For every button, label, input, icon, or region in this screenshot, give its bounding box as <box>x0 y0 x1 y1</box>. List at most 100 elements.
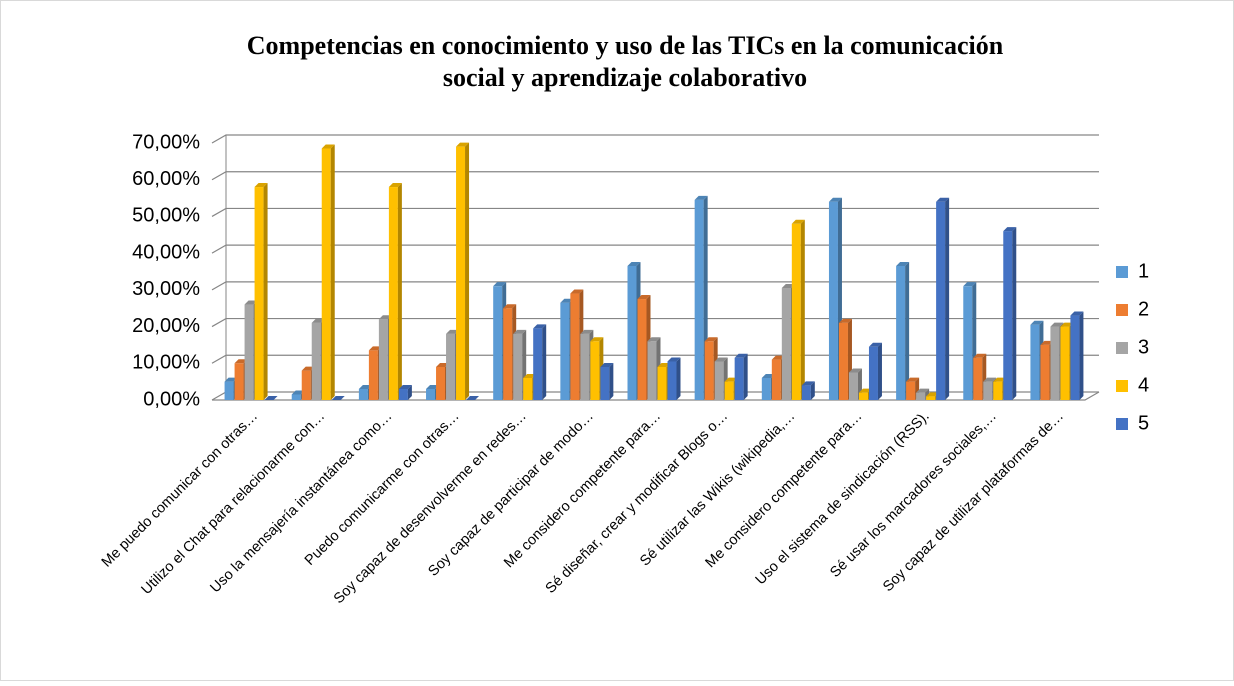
bar-top <box>1050 322 1064 327</box>
bar-side <box>905 261 910 400</box>
bar-front <box>714 361 724 400</box>
bar-front <box>936 201 946 400</box>
bar-front <box>724 381 734 400</box>
bar-top <box>590 337 604 342</box>
y-tick-label: 0,00% <box>143 388 200 410</box>
bar-front <box>993 381 1003 400</box>
bar-top <box>657 362 671 367</box>
y-tick-label: 70,00% <box>132 131 200 153</box>
bar-side <box>877 342 882 400</box>
bar-front <box>1003 231 1013 400</box>
bar-front <box>916 392 926 400</box>
bar-top <box>533 324 547 329</box>
bar <box>791 219 805 400</box>
bar-front <box>791 223 801 400</box>
bar-front <box>926 396 936 400</box>
bar <box>868 342 882 400</box>
bar-front <box>388 187 398 400</box>
legend-swatch <box>1116 304 1128 316</box>
bar-front <box>828 201 838 400</box>
bar-top <box>694 195 708 200</box>
bar-top <box>838 318 852 323</box>
legend-label: 4 <box>1138 374 1149 396</box>
bar-front <box>973 357 983 400</box>
bar-front <box>234 363 244 400</box>
bar-top <box>466 396 480 400</box>
bar-front <box>781 288 791 400</box>
bar-side <box>407 384 412 400</box>
bar <box>896 261 910 400</box>
bar <box>667 357 681 400</box>
bar-front <box>503 308 513 400</box>
bar-side <box>810 381 815 400</box>
legend-swatch <box>1116 342 1128 354</box>
bar-top <box>398 384 412 389</box>
bar-top <box>724 377 738 382</box>
bar-top <box>560 298 574 303</box>
bar-top <box>848 368 862 373</box>
bar-top <box>704 337 718 342</box>
bar <box>398 384 412 400</box>
bar-top <box>426 384 440 389</box>
bar-top <box>906 377 920 382</box>
bar-top <box>868 342 882 347</box>
bar <box>936 197 950 400</box>
bar-front <box>1050 326 1060 400</box>
bar-top <box>936 197 950 202</box>
bar-top <box>627 261 641 266</box>
bar-front <box>906 381 916 400</box>
bar-top <box>388 183 402 188</box>
bar-front <box>771 359 781 400</box>
bar <box>600 362 614 400</box>
bar <box>331 396 345 400</box>
bar-front <box>291 394 301 400</box>
y-tick-label: 60,00% <box>132 168 200 190</box>
bar-side <box>542 324 547 400</box>
bar-top <box>1030 320 1044 325</box>
bar-top <box>858 388 872 393</box>
bar <box>388 183 402 400</box>
bar-front <box>761 377 771 400</box>
bar-front <box>983 381 993 400</box>
bar <box>533 324 547 400</box>
bar-top <box>983 377 997 382</box>
bar-front <box>694 199 704 400</box>
legend-label: 1 <box>1138 260 1149 282</box>
legend-swatch <box>1116 266 1128 278</box>
bar-top <box>570 289 584 294</box>
bar-top <box>446 329 460 334</box>
bar-side <box>465 142 470 400</box>
bar-front <box>627 265 637 400</box>
bar-front <box>358 388 368 400</box>
bar-front <box>301 370 311 400</box>
bar-top <box>1003 227 1017 232</box>
bar-top <box>734 353 748 358</box>
bar-front <box>657 366 667 400</box>
bar-front <box>801 385 811 400</box>
bar-side <box>800 219 805 400</box>
bar-top <box>963 282 977 287</box>
bar-top <box>513 329 527 334</box>
bar-front <box>647 341 657 400</box>
bar-top <box>926 392 940 397</box>
bar-front <box>734 357 744 400</box>
bar-side <box>397 183 402 400</box>
bar-top <box>637 295 651 300</box>
bar-top <box>1060 322 1074 327</box>
bar-front <box>848 372 858 400</box>
bar-top <box>580 329 594 334</box>
bar-side <box>1012 227 1017 400</box>
bar-top <box>358 384 372 389</box>
bar-side <box>945 197 950 400</box>
y-tick-label: 40,00% <box>132 241 200 263</box>
bar-top <box>791 219 805 224</box>
bar-top <box>916 388 930 393</box>
bar-front <box>513 333 523 400</box>
bar-front <box>446 333 456 400</box>
bar-front <box>1040 344 1050 400</box>
bar-top <box>311 318 325 323</box>
bar-top <box>600 362 614 367</box>
bar-top <box>667 357 681 362</box>
bar-top <box>801 381 815 386</box>
